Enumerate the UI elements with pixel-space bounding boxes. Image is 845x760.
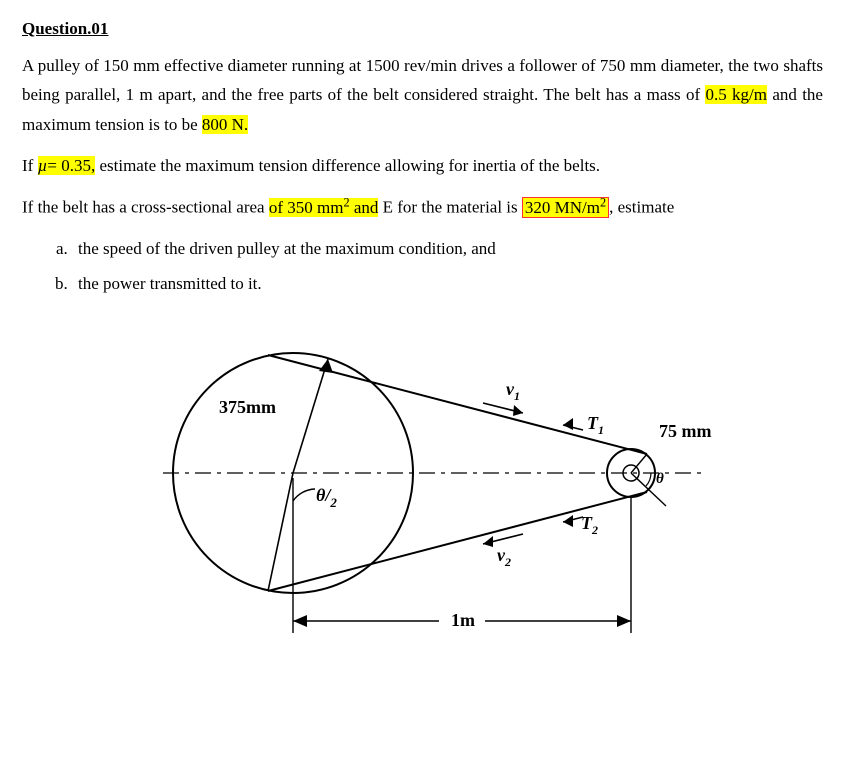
label-v2: v2 bbox=[497, 545, 511, 569]
figure-wrapper: 1m 375mm 75 mm θ/2 θ v1 v2 T1 T2 bbox=[22, 323, 823, 653]
mu-value: = 0.35, bbox=[47, 156, 95, 175]
belt-bottom bbox=[268, 492, 647, 591]
dim-arrow-right bbox=[617, 615, 631, 627]
label-375mm: 375mm bbox=[219, 397, 276, 417]
p1-text-1: A pulley of 150 mm effective diameter ru… bbox=[22, 56, 823, 104]
part-b: the power transmitted to it. bbox=[72, 269, 823, 298]
t2-arrow-head bbox=[563, 515, 573, 527]
label-t2: T2 bbox=[581, 513, 598, 537]
theta-half-arc bbox=[293, 489, 315, 501]
t1-arrow-head bbox=[563, 418, 573, 430]
e-sup: 2 bbox=[600, 195, 606, 209]
question-title: Question.01 bbox=[22, 14, 823, 43]
p2-text-1: If bbox=[22, 156, 38, 175]
p2-text-2: estimate the maximum tension difference … bbox=[95, 156, 600, 175]
paragraph-3: If the belt has a cross-sectional area o… bbox=[22, 192, 823, 222]
p3-text-1: If the belt has a cross-sectional area bbox=[22, 198, 269, 217]
p1-highlight-mass: 0.5 kg/m bbox=[705, 85, 767, 104]
big-radius-line bbox=[293, 359, 328, 473]
v2-arrow-head bbox=[483, 536, 493, 547]
area-text: of 350 mm bbox=[269, 198, 344, 217]
paragraph-1: A pulley of 150 mm effective diameter ru… bbox=[22, 51, 823, 139]
label-theta-half: θ/2 bbox=[316, 485, 337, 510]
label-v1: v1 bbox=[506, 379, 520, 403]
p3-text-3: , estimate bbox=[609, 198, 674, 217]
p2-highlight-mu: µ= 0.35, bbox=[38, 156, 96, 175]
area-tail: and bbox=[350, 198, 379, 217]
paragraph-2: If µ= 0.35, estimate the maximum tension… bbox=[22, 151, 823, 180]
theta-small-arc bbox=[646, 473, 651, 486]
dim-label-1m: 1m bbox=[451, 610, 475, 630]
e-text: 320 MN/m bbox=[525, 198, 600, 217]
dim-arrow-left bbox=[293, 615, 307, 627]
label-theta-small: θ bbox=[656, 471, 664, 487]
p3-highlight-area: of 350 mm2 and bbox=[269, 198, 379, 217]
pulley-diagram: 1m 375mm 75 mm θ/2 θ v1 v2 T1 T2 bbox=[103, 323, 743, 653]
part-a: the speed of the driven pulley at the ma… bbox=[72, 234, 823, 263]
theta-half-radius bbox=[268, 473, 293, 591]
big-radius-arrow bbox=[319, 359, 333, 373]
v1-arrow-head bbox=[513, 405, 523, 416]
question-parts: the speed of the driven pulley at the ma… bbox=[72, 234, 823, 298]
p3-text-2: E for the material is bbox=[378, 198, 522, 217]
mu-symbol: µ bbox=[38, 156, 48, 175]
label-t1: T1 bbox=[587, 413, 604, 437]
p3-highlight-modulus: 320 MN/m2 bbox=[522, 197, 609, 218]
p1-highlight-tension: 800 N. bbox=[202, 115, 248, 134]
label-75mm: 75 mm bbox=[659, 421, 712, 441]
